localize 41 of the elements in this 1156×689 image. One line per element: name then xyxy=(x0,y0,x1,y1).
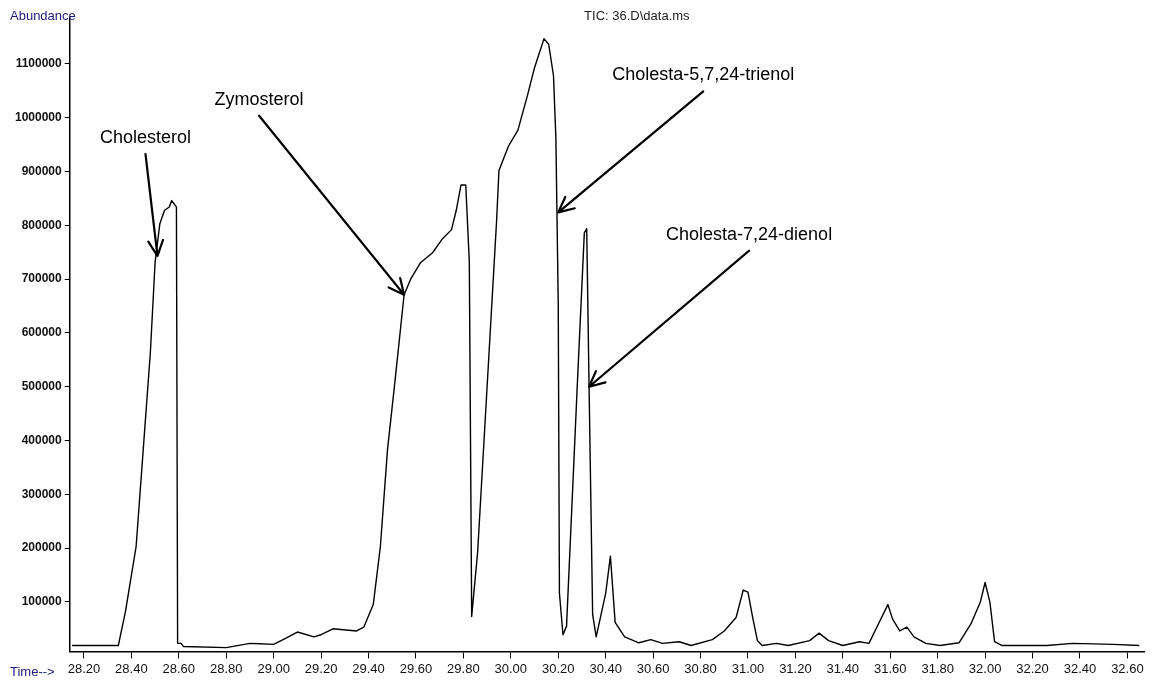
y-tick-label: 1000000 xyxy=(15,110,63,125)
x-tick-label: 29.20 xyxy=(304,660,338,676)
x-tick-label: 28.60 xyxy=(162,660,196,676)
x-axis-title: Time--> xyxy=(10,663,55,679)
x-tick-label: 28.40 xyxy=(115,660,148,676)
y-tick-label: 600000 xyxy=(21,325,63,340)
chart-title: TIC: 36.D\data.ms xyxy=(584,8,691,24)
y-tick-label: 700000 xyxy=(21,271,63,286)
x-tick-label: 30.40 xyxy=(589,660,622,676)
y-tick-label: 200000 xyxy=(21,540,63,555)
x-tick-label: 29.80 xyxy=(447,660,480,676)
x-tick-label: 30.00 xyxy=(494,660,528,676)
annotation: Cholesta-7,24-dienol xyxy=(666,223,833,244)
x-tick-label: 30.60 xyxy=(636,660,670,676)
y-axis-title: Abundance xyxy=(10,8,76,24)
annotation: Cholesta-5,7,24-trienol xyxy=(612,64,795,85)
x-tick-label: 32.60 xyxy=(1111,660,1144,676)
x-tick-label: 28.20 xyxy=(67,660,101,676)
x-tick-label: 32.00 xyxy=(968,660,1002,676)
x-tick-label: 31.00 xyxy=(731,660,765,676)
x-tick-label: 28.80 xyxy=(209,660,243,676)
y-tick-label: 1100000 xyxy=(15,56,63,71)
x-tick-label: 31.40 xyxy=(826,660,860,676)
y-tick-label: 300000 xyxy=(21,486,63,501)
y-tick-label: 400000 xyxy=(21,432,63,447)
y-tick-label: 900000 xyxy=(21,163,63,178)
x-tick-label: 29.40 xyxy=(352,660,385,676)
x-tick-label: 31.60 xyxy=(873,660,907,676)
y-tick-label: 100000 xyxy=(21,594,63,609)
x-tick-label: 29.00 xyxy=(257,660,290,676)
x-tick-label: 31.80 xyxy=(921,660,954,676)
annotation: Zymosterol xyxy=(214,88,304,109)
x-tick-label: 31.20 xyxy=(779,660,812,676)
annotation: Cholesterol xyxy=(99,126,191,147)
x-tick-label: 32.40 xyxy=(1063,660,1097,676)
y-tick-label: 500000 xyxy=(21,379,63,394)
x-tick-label: 30.80 xyxy=(684,660,717,676)
x-tick-label: 32.20 xyxy=(1016,660,1049,676)
x-tick-label: 30.20 xyxy=(541,660,575,676)
y-tick-label: 800000 xyxy=(21,217,63,232)
x-tick-label: 29.60 xyxy=(399,660,433,676)
